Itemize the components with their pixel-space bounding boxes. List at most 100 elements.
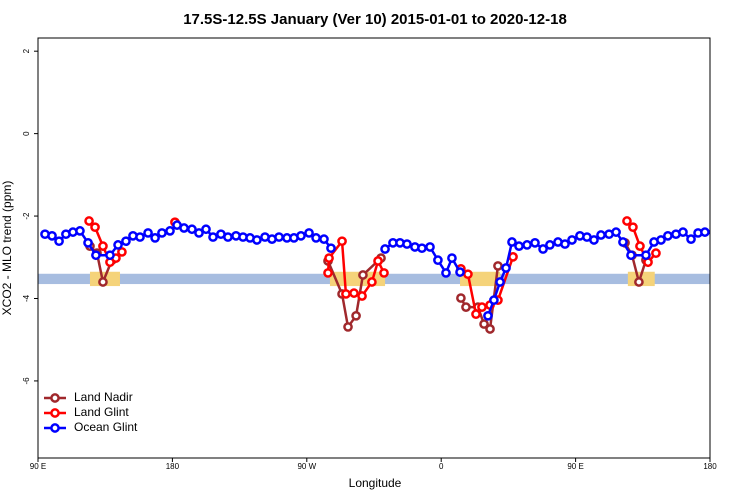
plot-frame	[37, 37, 711, 459]
data-point	[252, 235, 262, 245]
x-tick-label: 90 E	[567, 462, 583, 471]
data-point	[201, 224, 211, 235]
data-point	[90, 222, 100, 233]
data-point	[538, 244, 548, 254]
data-point	[479, 319, 489, 329]
data-point	[567, 235, 577, 245]
data-point	[223, 232, 233, 242]
data-point	[447, 253, 457, 263]
data-point	[324, 253, 334, 263]
data-point	[157, 228, 167, 238]
data-point	[596, 230, 606, 240]
data-point	[495, 277, 505, 287]
data-point	[425, 242, 435, 252]
data-point	[622, 216, 632, 226]
data-point	[165, 226, 175, 236]
data-point	[349, 288, 359, 298]
legend-label: Ocean Glint	[74, 420, 138, 434]
data-point	[135, 232, 145, 242]
data-point	[461, 302, 471, 312]
data-point	[380, 244, 390, 254]
data-point	[367, 277, 377, 287]
legend-swatch-point	[50, 408, 60, 418]
y-tick-label: -4	[22, 294, 31, 302]
data-point	[651, 248, 661, 259]
data-point	[357, 291, 367, 301]
x-axis-label: Longitude	[349, 476, 402, 490]
data-point	[75, 226, 85, 236]
data-point	[98, 277, 108, 287]
data-point	[493, 261, 503, 271]
data-point	[351, 310, 361, 321]
data-point	[194, 228, 204, 238]
data-point	[274, 232, 284, 242]
y-axis-label: XCO2 - MLO trend (ppm)	[0, 181, 14, 316]
x-tick-label: 90 E	[30, 462, 46, 471]
data-point	[508, 252, 518, 262]
x-tick-label: 180	[166, 462, 180, 471]
data-point	[477, 302, 487, 312]
x-tick-label: 90 W	[297, 462, 316, 471]
data-point	[98, 241, 108, 251]
data-point	[208, 232, 218, 242]
data-point	[83, 237, 93, 248]
data-point	[700, 227, 710, 237]
data-point	[373, 256, 383, 266]
data-point	[113, 240, 123, 250]
data-point	[84, 216, 94, 226]
legend-label: Land Glint	[74, 405, 129, 419]
data-point	[91, 250, 101, 261]
data-point	[634, 277, 644, 287]
data-point	[589, 235, 599, 245]
data-point	[337, 236, 347, 247]
data-point	[628, 222, 638, 233]
data-point	[441, 268, 451, 278]
data-point	[47, 230, 57, 241]
data-point	[635, 241, 645, 251]
data-point	[489, 295, 499, 305]
data-point	[456, 293, 466, 303]
data-point	[341, 289, 351, 299]
data-point	[514, 241, 524, 251]
data-point	[501, 263, 511, 273]
y-tick-label: 0	[22, 131, 31, 136]
data-point	[530, 237, 540, 248]
data-point	[304, 228, 314, 238]
data-point	[187, 224, 197, 235]
data-point	[326, 243, 336, 254]
y-tick-label: 2	[22, 48, 31, 53]
data-point	[379, 268, 389, 278]
data-point	[319, 234, 329, 244]
data-point	[663, 230, 673, 241]
data-point	[485, 324, 495, 334]
data-point	[678, 227, 688, 237]
data-point	[611, 227, 621, 237]
data-point	[150, 233, 160, 243]
data-point	[433, 255, 443, 266]
data-point	[463, 269, 473, 280]
series-line	[326, 237, 386, 298]
data-point	[560, 239, 570, 249]
y-tick-label: -2	[22, 212, 31, 220]
x-tick-label: 0	[439, 462, 444, 471]
data-point	[296, 230, 306, 241]
data-point	[358, 270, 368, 280]
data-point	[507, 237, 517, 247]
data-point	[54, 236, 64, 247]
data-point	[618, 237, 628, 247]
data-point	[483, 310, 493, 321]
y-tick-label: -6	[22, 377, 31, 385]
data-point	[117, 247, 127, 257]
data-point	[522, 240, 532, 250]
data-point	[323, 268, 333, 278]
legend-swatch-point	[50, 393, 60, 403]
data-point	[656, 235, 666, 245]
x-tick-label: 180	[703, 462, 717, 471]
data-point	[105, 250, 115, 261]
data-point	[343, 322, 353, 332]
legend-label: Land Nadir	[74, 390, 133, 404]
data-point	[121, 236, 131, 247]
data-point	[641, 250, 651, 261]
